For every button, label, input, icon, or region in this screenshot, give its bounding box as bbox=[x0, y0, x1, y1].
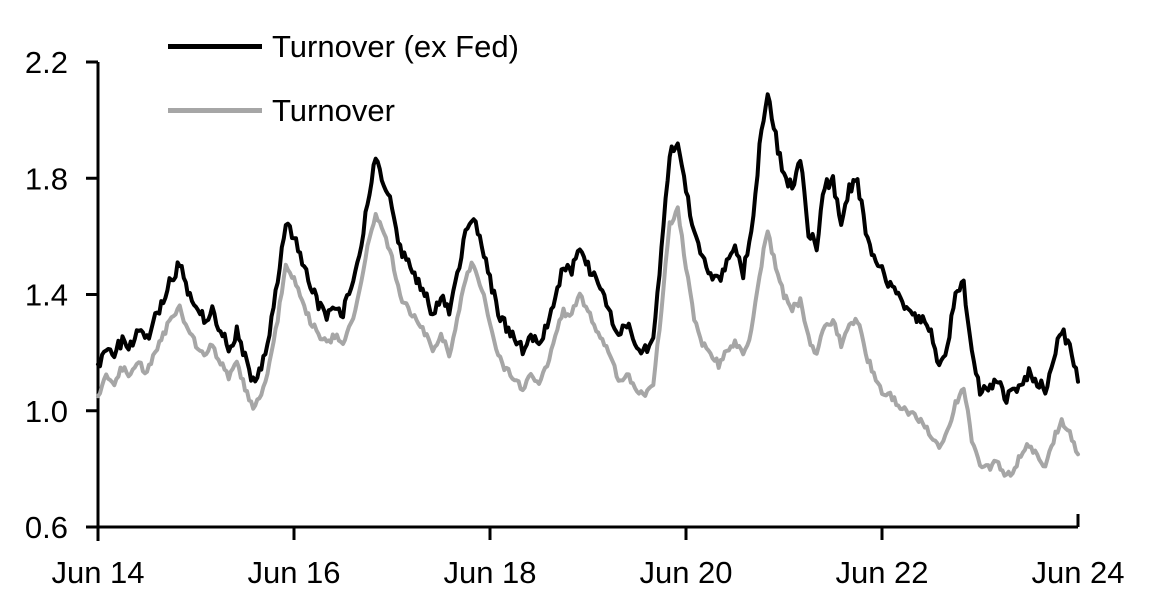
x-tick-label: Jun 22 bbox=[835, 555, 928, 590]
x-tick-label: Jun 16 bbox=[247, 555, 340, 590]
y-tick-label: 1.8 bbox=[25, 161, 68, 196]
legend: Turnover (ex Fed) Turnover bbox=[168, 29, 519, 128]
y-tick-label: 0.6 bbox=[25, 510, 68, 545]
turnover-line bbox=[96, 205, 1080, 478]
x-tick-label: Jun 14 bbox=[51, 555, 144, 590]
legend-line-icon-gray bbox=[168, 108, 262, 113]
y-tick-label: 1.4 bbox=[25, 278, 68, 313]
y-tick-label: 1.0 bbox=[25, 394, 68, 429]
y-tick-label: 2.2 bbox=[25, 45, 68, 80]
legend-item-turnover: Turnover bbox=[168, 93, 519, 128]
x-tick-label: Jun 24 bbox=[1031, 555, 1124, 590]
legend-item-turnover-ex-fed: Turnover (ex Fed) bbox=[168, 29, 519, 64]
turnover-ex-fed-line bbox=[96, 92, 1080, 405]
legend-label-turnover-ex-fed: Turnover (ex Fed) bbox=[272, 29, 519, 64]
legend-line-icon-black bbox=[168, 44, 262, 49]
legend-label-turnover: Turnover bbox=[272, 93, 395, 128]
x-tick-label: Jun 18 bbox=[443, 555, 536, 590]
x-tick-label: Jun 20 bbox=[639, 555, 732, 590]
